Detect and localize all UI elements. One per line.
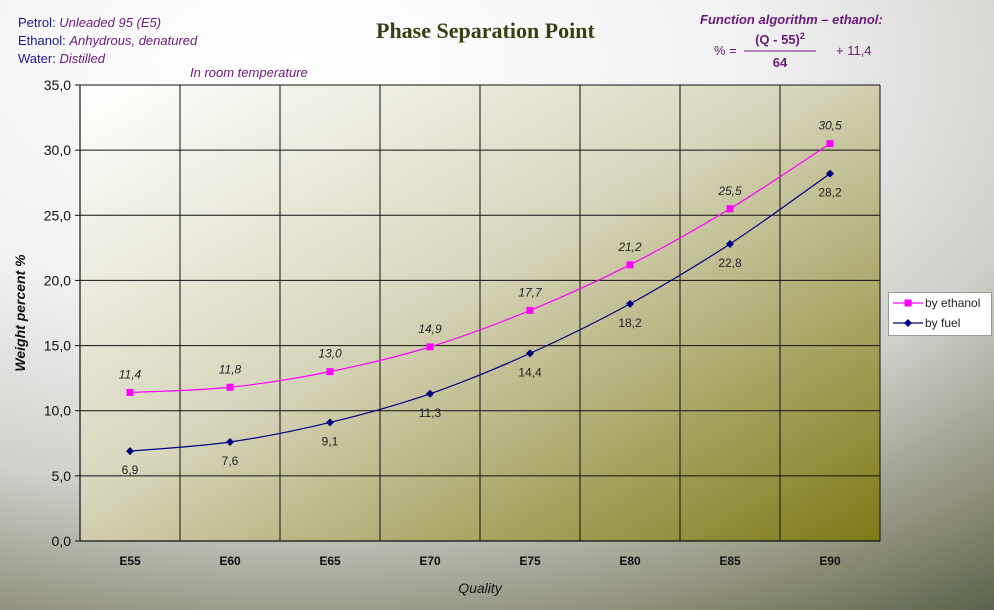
- ethanol-label: Ethanol:: [18, 33, 66, 48]
- x-tick-label: E90: [819, 554, 841, 568]
- data-point: [626, 261, 634, 269]
- x-tick-label: E80: [619, 554, 641, 568]
- petrol-label: Petrol:: [18, 15, 56, 30]
- data-point: [126, 388, 134, 396]
- series-layer: 11,4 11,8 13,0 14,9 17,7 21,2 25,5 30,5 6,9 7,6 9,…: [119, 119, 842, 477]
- y-tick-label: 20,0: [44, 272, 71, 288]
- data-label: 14,4: [518, 365, 542, 379]
- data-point: [626, 299, 634, 308]
- data-label: 11,3: [419, 406, 442, 420]
- formula-denominator: 64: [773, 55, 788, 70]
- data-label: 28,2: [818, 186, 842, 200]
- y-tick-label: 15,0: [44, 338, 71, 354]
- petrol-value: Unleaded 95 (E5): [59, 15, 162, 30]
- data-point: [326, 368, 334, 376]
- legend-label-ethanol: by ethanol: [925, 296, 981, 310]
- legend-swatch-fuel: [893, 319, 923, 327]
- formula-expression: % = (Q - 55)2 64 + 11,4: [714, 31, 872, 70]
- data-label: 25,5: [717, 184, 742, 198]
- data-label: 11,4: [119, 367, 142, 381]
- series-line: [129, 143, 831, 394]
- data-point: [526, 306, 534, 314]
- data-label: 18,2: [618, 316, 642, 330]
- data-point: [426, 343, 434, 351]
- formula-exponent: 2: [800, 31, 805, 41]
- y-axis-title: Weight percent %: [12, 254, 28, 372]
- data-point: [726, 205, 734, 213]
- data-point: [326, 418, 334, 427]
- water-value: Distilled: [59, 51, 105, 66]
- formula-numerator-base: (Q - 55): [755, 32, 800, 47]
- chart-title: Phase Separation Point: [376, 18, 595, 43]
- data-label: 7,6: [222, 454, 239, 468]
- y-tick-label: 0,0: [52, 533, 72, 549]
- data-point: [726, 239, 734, 248]
- x-tick-label: E85: [719, 554, 741, 568]
- data-point: [826, 140, 834, 148]
- ethanol-value: Anhydrous, denatured: [69, 33, 198, 48]
- series-by-fuel: 6,9 7,6 9,1 11,3 14,4 18,2 22,8 28,2: [122, 169, 842, 477]
- x-tick-label: E60: [219, 554, 241, 568]
- y-axis: 0,0 5,0 10,0 15,0 20,0 25,0 30,0 35,0: [44, 77, 81, 549]
- legend-item-fuel: by fuel: [889, 313, 991, 333]
- data-label: 17,7: [518, 285, 543, 299]
- x-tick-label: E65: [319, 554, 341, 568]
- data-point: [526, 349, 534, 358]
- legend: by ethanol by fuel: [888, 292, 992, 336]
- temperature-note: In room temperature: [190, 65, 308, 80]
- legend-swatch-ethanol: [893, 299, 923, 307]
- data-point: [126, 447, 134, 456]
- y-tick-label: 30,0: [44, 142, 71, 158]
- data-label: 14,9: [418, 322, 442, 336]
- x-axis-title: Quality: [458, 580, 503, 596]
- data-label: 21,2: [617, 240, 642, 254]
- series-line: [129, 173, 831, 452]
- x-tick-label: E75: [519, 554, 541, 568]
- formula-title: Function algorithm – ethanol:: [700, 12, 883, 27]
- series-by-ethanol: 11,4 11,8 13,0 14,9 17,7 21,2 25,5 30,5: [119, 119, 842, 396]
- data-point: [426, 389, 434, 398]
- formula-numerator: (Q - 55)2: [755, 31, 805, 47]
- data-label: 13,0: [318, 347, 342, 361]
- formula: Function algorithm – ethanol: % = (Q - 5…: [700, 12, 883, 70]
- x-tick-label: E70: [419, 554, 441, 568]
- data-point: [226, 437, 234, 446]
- x-tick-label: E55: [119, 554, 141, 568]
- test-conditions: Petrol: Unleaded 95 (E5) Ethanol: Anhydr…: [18, 14, 197, 68]
- legend-label-fuel: by fuel: [925, 316, 961, 330]
- y-tick-label: 5,0: [52, 468, 72, 484]
- data-label: 11,8: [219, 362, 242, 376]
- legend-item-ethanol: by ethanol: [889, 293, 991, 313]
- water-label: Water:: [18, 51, 56, 66]
- y-tick-label: 10,0: [44, 403, 71, 419]
- formula-lhs: % =: [714, 43, 737, 58]
- data-label: 9,1: [322, 434, 339, 448]
- data-label: 22,8: [718, 256, 742, 270]
- formula-addend: + 11,4: [836, 43, 872, 58]
- data-point: [226, 383, 234, 391]
- x-axis: E55 E60 E65 E70 E75 E80 E85 E90: [80, 540, 880, 568]
- data-label: 30,5: [818, 119, 842, 133]
- y-tick-label: 35,0: [44, 77, 71, 93]
- data-label: 6,9: [122, 463, 139, 477]
- y-tick-label: 25,0: [44, 207, 71, 223]
- data-point: [826, 169, 834, 178]
